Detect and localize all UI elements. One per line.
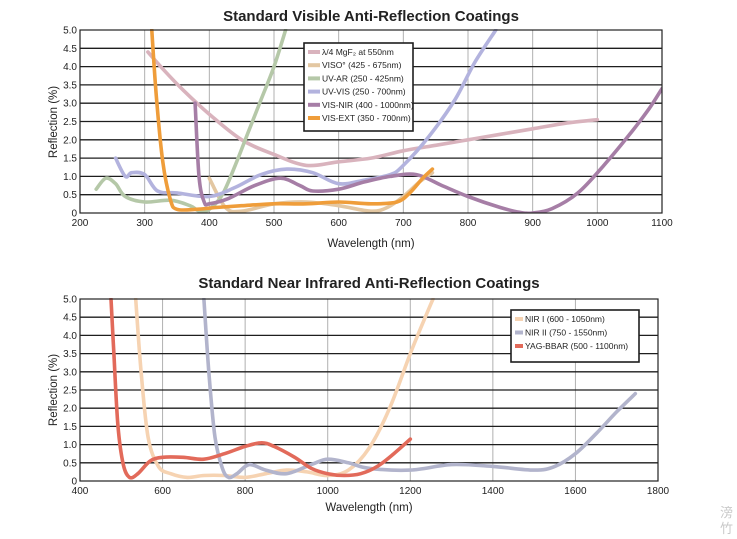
legend-label: VISO° (425 - 675nm) [322, 60, 402, 70]
x-tick-label: 600 [330, 218, 347, 229]
y-tick-label: 1.0 [63, 440, 77, 451]
y-tick-label: 2.0 [63, 135, 77, 146]
y-tick-label: 2.0 [63, 404, 77, 415]
legend-label: NIR I (600 - 1050nm) [525, 314, 605, 324]
x-tick-label: 1400 [482, 486, 505, 497]
legend-label: NIR II (750 - 1550nm) [525, 328, 607, 338]
series-line-2 [94, 29, 288, 213]
chart-title: Standard Near Infrared Anti-Reflection C… [198, 275, 539, 292]
series-line-2 [109, 298, 413, 480]
visible-ar-chart: Standard Visible Anti-Reflection Coating… [48, 8, 673, 250]
y-tick-label: 1.5 [63, 422, 77, 433]
legend-box [303, 42, 414, 132]
legend-box [510, 309, 640, 363]
y-tick-label: 2.5 [63, 386, 77, 397]
y-tick-label: 4.5 [63, 313, 77, 324]
y-tick-label: 3.5 [63, 80, 77, 91]
plot-frame [79, 29, 663, 214]
x-tick-label: 900 [524, 218, 541, 229]
x-tick-label: 300 [136, 218, 153, 229]
plot-frame [79, 298, 659, 482]
x-tick-label: 800 [460, 218, 477, 229]
x-tick-label: 1200 [399, 486, 422, 497]
x-tick-label: 1800 [647, 486, 670, 497]
series-line-1 [202, 298, 638, 480]
legend-label: YAG-BBAR (500 - 1100nm) [525, 341, 628, 351]
y-tick-label: 4.0 [63, 331, 77, 342]
y-tick-label: 0.5 [63, 190, 77, 201]
y-tick-label: 5.0 [63, 26, 77, 37]
y-tick-label: 0 [71, 209, 77, 220]
x-tick-label: 800 [237, 486, 254, 497]
legend-label: VIS-NIR (400 - 1000nm) [322, 100, 414, 110]
legend: λ/4 MgF₂ at 550nm VISO° (425 - 675nm) UV-A… [303, 42, 414, 132]
watermark-char: 滂 [720, 506, 734, 521]
legend-label: UV-AR (250 - 425nm) [322, 73, 404, 83]
legend-label: UV-VIS (250 - 700nm) [322, 87, 406, 97]
y-tick-label: 0.5 [63, 458, 77, 469]
chart-title: Standard Visible Anti-Reflection Coating… [223, 8, 519, 25]
x-tick-label: 1000 [586, 218, 609, 229]
x-tick-label: 1100 [651, 218, 673, 229]
y-tick-label: 3.0 [63, 367, 77, 378]
y-tick-label: 4.0 [63, 62, 77, 73]
series-line-4 [193, 86, 662, 213]
x-tick-label: 600 [154, 486, 171, 497]
x-tick-label: 400 [72, 486, 89, 497]
x-tick-label: 1000 [317, 486, 340, 497]
legend-label: λ/4 MgF₂ at 550nm [322, 47, 394, 57]
x-tick-label: 500 [266, 218, 283, 229]
x-tick-label: 1600 [564, 486, 587, 497]
series-line-0 [133, 298, 435, 480]
y-tick-label: 5.0 [63, 295, 77, 306]
x-tick-label: 200 [72, 218, 89, 229]
watermark-char: 竹 [720, 522, 734, 537]
y-tick-label: 1.0 [63, 172, 77, 183]
series-line-3 [113, 29, 498, 199]
series-line-5 [150, 29, 435, 212]
near-infrared-ar-chart: Standard Near Infrared Anti-Reflection C… [48, 275, 670, 514]
y-tick-label: 3.0 [63, 99, 77, 110]
x-axis-label: Wavelength (nm) [325, 502, 412, 514]
y-tick-label: 2.5 [63, 117, 77, 128]
legend: NIR I (600 - 1050nm) NIR II (750 - 1550nm… [510, 309, 640, 363]
x-tick-label: 700 [395, 218, 412, 229]
x-tick-label: 400 [201, 218, 218, 229]
y-axis-label: Reflection (%) [48, 86, 60, 158]
y-tick-label: 3.5 [63, 349, 77, 360]
y-tick-label: 0 [71, 477, 77, 488]
y-axis-label: Reflection (%) [48, 354, 60, 426]
y-tick-label: 1.5 [63, 154, 77, 165]
y-tick-label: 4.5 [63, 44, 77, 55]
legend-label: VIS-EXT (350 - 700nm) [322, 113, 411, 123]
watermark: 滂 竹 [720, 506, 737, 538]
x-axis-label: Wavelength (nm) [327, 238, 414, 250]
